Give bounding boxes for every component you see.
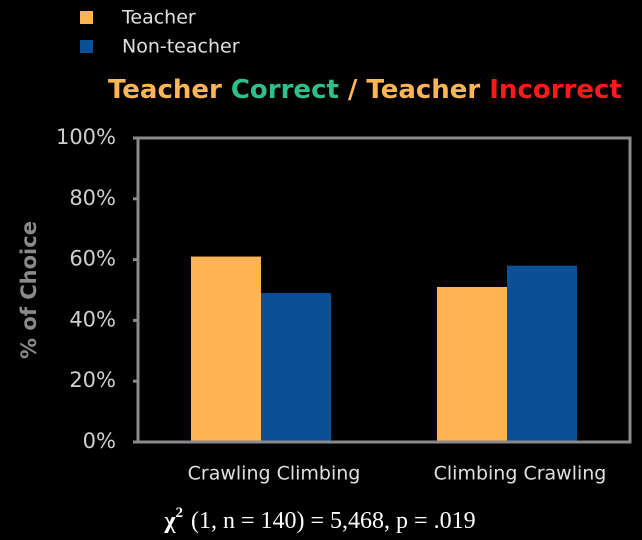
- legend-swatch: [80, 11, 93, 24]
- annotation-text: (1, n = 140) = 5,468, p = .019: [191, 508, 476, 534]
- bar: [191, 256, 261, 442]
- plot-frame: [136, 136, 632, 444]
- title-part: Correct: [231, 75, 339, 105]
- y-tick-label: 40%: [69, 307, 116, 331]
- chart-title: Teacher Correct / Teacher Incorrect: [108, 75, 622, 105]
- y-tick-label: 100%: [56, 125, 116, 149]
- title-part: Teacher: [108, 75, 222, 105]
- bar: [261, 293, 331, 442]
- annotation-symbol: χ: [163, 508, 176, 534]
- bar: [507, 265, 577, 442]
- x-tick-label: Climbing Crawling: [434, 463, 607, 485]
- y-tick-label: 0%: [83, 429, 116, 453]
- title-part: /: [348, 75, 358, 105]
- y-axis-label: % of Choice: [17, 221, 41, 359]
- y-tick-label: 60%: [69, 247, 116, 271]
- title-part: Teacher: [366, 75, 480, 105]
- annotation: χ2 (1, n = 140) = 5,468, p = .019: [163, 505, 475, 533]
- legend-swatch: [80, 40, 93, 53]
- annotation-superscript: 2: [176, 505, 184, 521]
- bar: [437, 286, 507, 442]
- title-part: Incorrect: [489, 75, 622, 105]
- y-tick-label: 20%: [69, 368, 116, 392]
- y-tick-label: 80%: [69, 186, 116, 210]
- x-tick-label: Crawling Climbing: [188, 463, 361, 485]
- legend-label: Non-teacher: [122, 36, 240, 58]
- legend-label: Teacher: [121, 7, 196, 29]
